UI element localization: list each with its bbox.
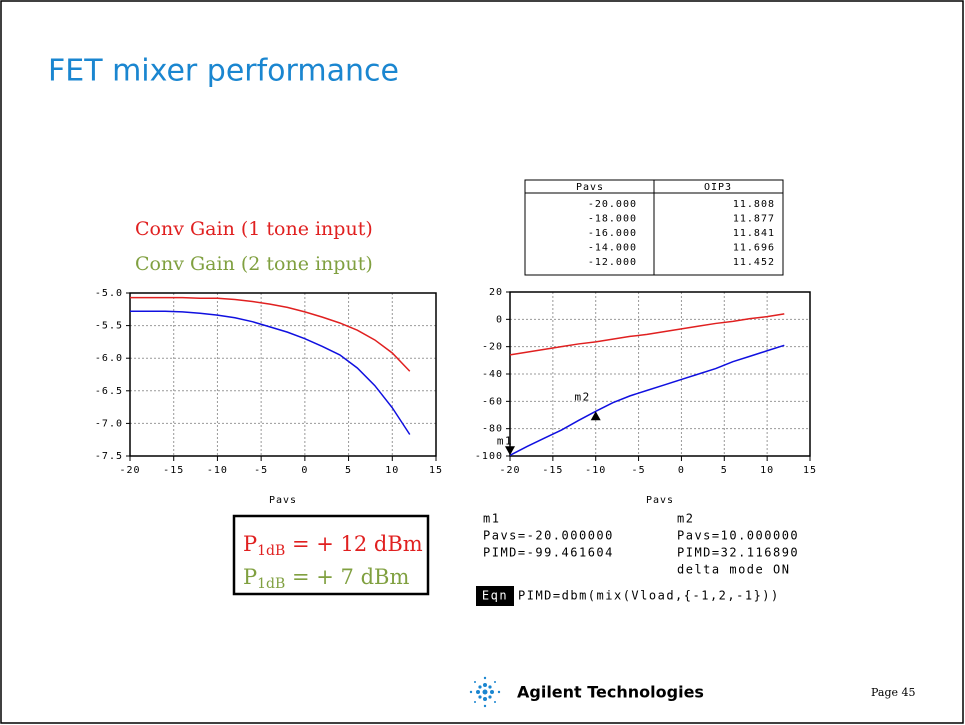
x-tick-label: 0 [301,465,308,476]
series-line [130,296,411,372]
x-axis-label: Pavs [646,495,674,506]
y-tick-label: -40 [482,369,503,380]
readout-line: PIMD=32.116890 [677,546,799,560]
p1db-rest: = + 12 dBm [285,532,422,556]
y-tick-label: -80 [482,424,503,435]
table-cell: -14.000 [588,243,637,254]
x-axis-label: Pavs [269,495,297,506]
y-tick-label: -7.5 [95,451,123,462]
x-tick-label: -10 [207,465,228,476]
x-tick-label: 5 [721,465,728,476]
marker-label: m2 [574,390,590,403]
y-tick-label: -100 [475,451,503,462]
p1db-box [232,514,430,596]
x-tick-label: -20 [499,465,520,476]
readout-line: Pavs=-20.000000 [483,529,614,543]
readout-line: m1 [483,512,500,526]
p1db-rest: = + 7 dBm [285,565,409,589]
readout-line: PIMD=-99.461604 [483,546,614,560]
marker-readout: m1 Pavs=-20.000000 PIMD=-99.461604 m2 Pavs=1… [483,512,799,577]
x-tick-label: 15 [803,465,817,476]
table-cell: -12.000 [588,257,637,268]
curve-note: Conv Gain (1 tone input) [135,218,373,240]
agilent-logo [469,676,501,708]
readout-line: Pavs=10.000000 [677,529,799,543]
table-cell: 11.877 [733,214,775,225]
table-cell: 11.841 [733,228,775,239]
x-tick-label: -15 [542,465,563,476]
y-tick-label: 0 [496,314,503,325]
p1db-note: P1dB = + 12 dBm [243,532,423,560]
plot-area [130,293,436,456]
p1db-base: P [243,565,257,589]
x-tick-label: 10 [760,465,774,476]
x-tick-label: -10 [585,465,606,476]
plot-frame [509,291,811,457]
x-tick-label: -5 [254,465,268,476]
table-cell: -20.000 [588,199,637,210]
y-tick-label: -7.0 [95,418,123,429]
p1db-sub: 1dB [257,576,285,592]
y-tick-label: -6.5 [95,386,123,397]
page-number: Page 45 [871,686,916,699]
x-tick-label: -5 [632,465,646,476]
p1db-base: P [243,532,257,556]
plot-frame [129,292,437,457]
y-tick-label: -60 [482,396,503,407]
p1db-sub: 1dB [257,543,285,559]
slide-title: FET mixer performance [48,54,399,89]
table-cell: 11.808 [733,199,775,210]
x-tick-label: 10 [385,465,399,476]
table-header: OIP3 [704,182,732,193]
x-tick-label: 0 [678,465,685,476]
series-line [509,313,785,356]
equation: PIMD=dbm(mix(Vload,{-1,2,-1})) [518,589,780,603]
eqn-tag-bg [476,586,514,606]
y-tick-label: -5.5 [95,321,123,332]
marker [505,446,515,456]
x-tick-label: -15 [163,465,184,476]
x-tick-label: -20 [119,465,140,476]
y-tick-label: -5.0 [95,288,123,299]
y-tick-label: 20 [489,287,503,298]
series-line [509,344,785,456]
table-header: Pavs [576,182,604,193]
curve-note: Conv Gain (2 tone input) [135,253,373,275]
company: Agilent Technologies [517,683,704,702]
eqn-tag: Eqn [482,589,508,603]
readout-line: m2 [677,512,694,526]
table-cell: 11.696 [733,243,775,254]
marker-label: m1 [497,434,513,447]
table-cell: -16.000 [588,228,637,239]
series-line [130,310,411,435]
x-tick-label: 15 [429,465,443,476]
table-cell: 11.452 [733,257,775,268]
p1db-note: P1dB = + 7 dBm [243,565,409,593]
table-cell: -18.000 [588,214,637,225]
y-tick-label: -20 [482,342,503,353]
x-tick-label: 5 [345,465,352,476]
y-tick-label: -6.0 [95,353,123,364]
readout-line: delta mode ON [677,563,790,577]
marker [590,411,601,421]
table: Pavs OIP3 -20.000 11.808 -18.000 11.877 -16.00… [576,182,775,268]
